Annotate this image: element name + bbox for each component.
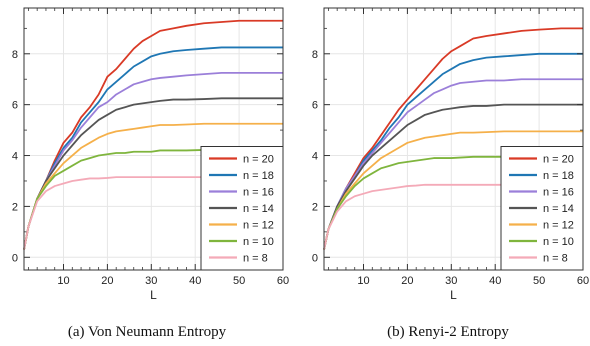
chart-2-series-line-3 xyxy=(323,78,583,250)
chart-1-legend-label-1: n = 20 xyxy=(243,154,274,166)
chart-1-legend-label-7: n = 8 xyxy=(243,253,268,265)
chart-2-legend-label-7: n = 8 xyxy=(543,253,568,265)
chart-1-legend-label-3: n = 16 xyxy=(243,187,274,199)
chart-1-x-tick-label: 50 xyxy=(233,275,245,287)
chart-1-y-tick-label: 6 xyxy=(12,100,18,112)
chart-2-legend-label-2: n = 18 xyxy=(543,170,574,182)
chart-2-series-line-4 xyxy=(323,103,583,250)
chart-1-x-axis-label: L xyxy=(150,288,157,302)
chart-2-legend-label-1: n = 20 xyxy=(543,154,574,166)
chart-1-caption: (a) Von Neumann Entropy xyxy=(68,324,227,340)
chart-1-y-tick-label: 4 xyxy=(12,151,18,163)
chart-2-legend-label-4: n = 14 xyxy=(543,203,574,215)
chart-2-x-tick-label: 20 xyxy=(401,275,413,287)
chart-2-x-tick-label: 30 xyxy=(445,275,457,287)
chart-1-series-line-5 xyxy=(23,122,283,250)
chart-1-plot-frame xyxy=(23,7,284,271)
chart-1-series-line-4 xyxy=(23,97,283,250)
chart-2-y-tick-label: 2 xyxy=(312,201,318,213)
chart-1-legend-label-2: n = 18 xyxy=(243,170,274,182)
chart-2-caption: (b) Renyi-2 Entropy xyxy=(387,324,509,340)
chart-2-legend: n = 20 n = 18 n = 16 n = 14 n = 12 n = 10 n = … xyxy=(500,146,584,271)
chart-2-legend-label-3: n = 16 xyxy=(543,187,574,199)
chart-2-x-tick-label: 40 xyxy=(489,275,501,287)
chart-2-y-tick-label: 4 xyxy=(312,151,318,163)
chart-2-y-tick-label: 0 xyxy=(312,252,318,264)
chart-2-legend-label-5: n = 12 xyxy=(543,220,574,232)
chart-2-x-tick-label: 50 xyxy=(533,275,545,287)
chart-2-series-line-5 xyxy=(323,130,583,250)
chart-2-y-tick-label: 8 xyxy=(312,49,318,61)
chart-1-series-line-1 xyxy=(23,19,283,250)
chart-2-x-tick-label: 10 xyxy=(357,275,369,287)
chart-1-legend: n = 20 n = 18 n = 16 n = 14 n = 12 n = 10 n = … xyxy=(200,146,284,271)
chart-1-y-tick-label: 8 xyxy=(12,49,18,61)
chart-1-x-tick-label: 20 xyxy=(101,275,113,287)
chart-2-x-tick-label: 60 xyxy=(577,275,589,287)
chart-1-x-tick-label: 30 xyxy=(145,275,157,287)
chart-1-legend-label-6: n = 10 xyxy=(243,236,274,248)
chart-2-y-tick-label: 6 xyxy=(312,100,318,112)
chart-1-y-tick-label: 0 xyxy=(12,252,18,264)
chart-1-series-line-2 xyxy=(23,46,283,250)
chart-2-x-axis-label: L xyxy=(450,288,457,302)
chart-2-legend-label-6: n = 10 xyxy=(543,236,574,248)
chart-1-x-tick-label: 60 xyxy=(277,275,289,287)
chart-1-y-tick-label: 2 xyxy=(12,201,18,213)
chart-1-legend-label-5: n = 12 xyxy=(243,220,274,232)
chart-1-legend-label-4: n = 14 xyxy=(243,203,274,215)
chart-1-legend-box xyxy=(200,146,284,271)
chart-2-series-line-1 xyxy=(323,27,583,250)
chart-1-x-tick-label: 40 xyxy=(189,275,201,287)
chart-2-plot-frame xyxy=(323,7,584,271)
chart-1-series-line-3 xyxy=(23,71,283,250)
chart-1-x-tick-label: 10 xyxy=(57,275,69,287)
